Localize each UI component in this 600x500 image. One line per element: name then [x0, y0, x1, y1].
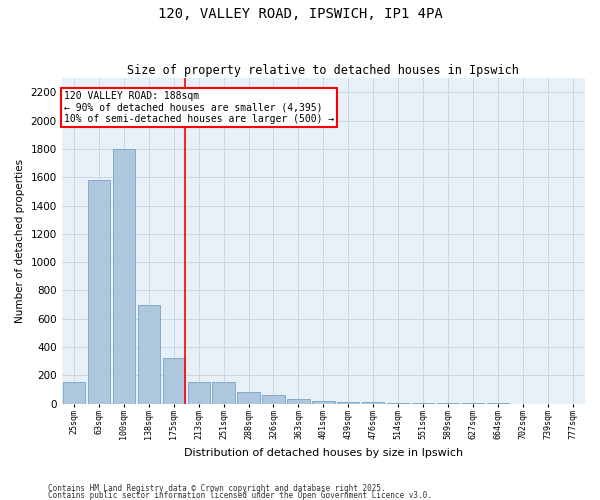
- Bar: [362, 402, 385, 404]
- Bar: [113, 149, 135, 404]
- Bar: [312, 401, 335, 404]
- Text: Contains HM Land Registry data © Crown copyright and database right 2025.: Contains HM Land Registry data © Crown c…: [48, 484, 386, 493]
- Bar: [287, 400, 310, 404]
- Title: Size of property relative to detached houses in Ipswich: Size of property relative to detached ho…: [127, 64, 519, 77]
- Bar: [188, 382, 210, 404]
- Bar: [88, 180, 110, 404]
- Bar: [337, 402, 359, 404]
- Bar: [238, 392, 260, 404]
- Text: 120 VALLEY ROAD: 188sqm
← 90% of detached houses are smaller (4,395)
10% of semi: 120 VALLEY ROAD: 188sqm ← 90% of detache…: [64, 91, 335, 124]
- Bar: [387, 403, 409, 404]
- Y-axis label: Number of detached properties: Number of detached properties: [15, 159, 25, 323]
- Bar: [63, 382, 85, 404]
- Bar: [212, 382, 235, 404]
- Bar: [163, 358, 185, 404]
- Text: Contains public sector information licensed under the Open Government Licence v3: Contains public sector information licen…: [48, 492, 432, 500]
- X-axis label: Distribution of detached houses by size in Ipswich: Distribution of detached houses by size …: [184, 448, 463, 458]
- Bar: [137, 304, 160, 404]
- Bar: [262, 395, 285, 404]
- Text: 120, VALLEY ROAD, IPSWICH, IP1 4PA: 120, VALLEY ROAD, IPSWICH, IP1 4PA: [158, 8, 442, 22]
